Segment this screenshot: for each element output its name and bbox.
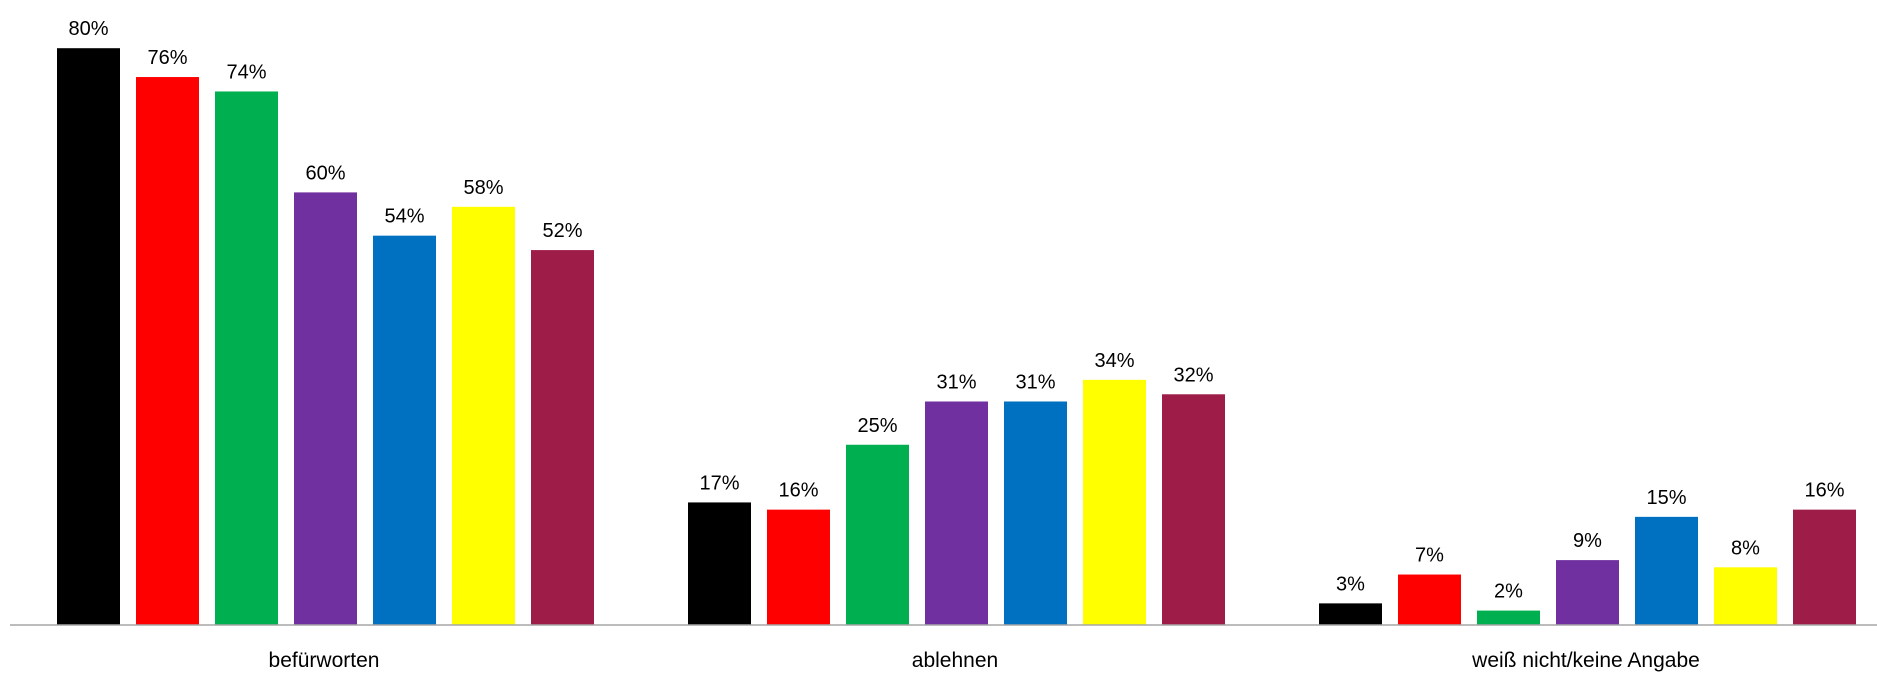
bar-1-7: [531, 250, 594, 625]
data-label-3-1: 3%: [1336, 573, 1365, 595]
data-label-3-7: 16%: [1804, 480, 1844, 502]
data-label-1-5: 54%: [384, 206, 424, 228]
bar-1-3: [215, 91, 278, 625]
data-label-1-6: 58%: [463, 177, 503, 199]
data-label-3-2: 7%: [1415, 545, 1444, 567]
data-label-2-2: 16%: [778, 480, 818, 502]
bar-3-3: [1477, 610, 1540, 625]
category-labels-layer: befürworten ablehnen weiß nicht/keine Anga…: [269, 649, 1700, 672]
data-label-2-1: 17%: [699, 472, 739, 494]
bar-2-7: [1162, 394, 1225, 625]
data-label-1-3: 74%: [226, 61, 266, 83]
bar-2-5: [1004, 401, 1067, 625]
bar-3-6: [1714, 567, 1777, 625]
bar-3-5: [1635, 516, 1698, 625]
bar-1-2: [136, 77, 199, 626]
bar-3-1: [1319, 603, 1382, 625]
category-label-2: ablehnen: [912, 649, 998, 672]
bar-2-4: [925, 401, 988, 625]
data-label-2-6: 34%: [1094, 350, 1134, 372]
data-label-3-5: 15%: [1646, 487, 1686, 509]
bar-2-1: [688, 502, 751, 625]
data-label-3-3: 2%: [1494, 581, 1523, 603]
value-labels-layer: 80% 76% 74% 60% 54% 58% 52% 17% 16% 25% 31% 31% 34% 3…: [68, 18, 1844, 602]
data-label-1-4: 60%: [305, 162, 345, 184]
bar-3-7: [1793, 509, 1856, 625]
bar-1-1: [57, 48, 120, 625]
bar-2-3: [846, 444, 909, 625]
category-label-3: weiß nicht/keine Angabe: [1471, 649, 1700, 672]
bar-2-6: [1083, 379, 1146, 625]
data-label-3-4: 9%: [1573, 530, 1602, 552]
bar-3-4: [1556, 560, 1619, 625]
data-label-2-5: 31%: [1015, 371, 1055, 393]
data-label-2-4: 31%: [936, 371, 976, 393]
data-label-1-2: 76%: [147, 47, 187, 69]
category-label-1: befürworten: [269, 649, 380, 672]
data-label-2-7: 32%: [1173, 364, 1213, 386]
data-label-1-7: 52%: [542, 220, 582, 242]
bar-1-6: [452, 206, 515, 625]
bars-layer: [57, 48, 1856, 626]
data-label-1-1: 80%: [68, 18, 108, 40]
data-label-2-3: 25%: [857, 415, 897, 437]
bar-1-5: [373, 235, 436, 625]
bar-2-2: [767, 509, 830, 625]
bar-1-4: [294, 192, 357, 625]
bar-3-2: [1398, 574, 1461, 625]
data-label-3-6: 8%: [1731, 537, 1760, 559]
